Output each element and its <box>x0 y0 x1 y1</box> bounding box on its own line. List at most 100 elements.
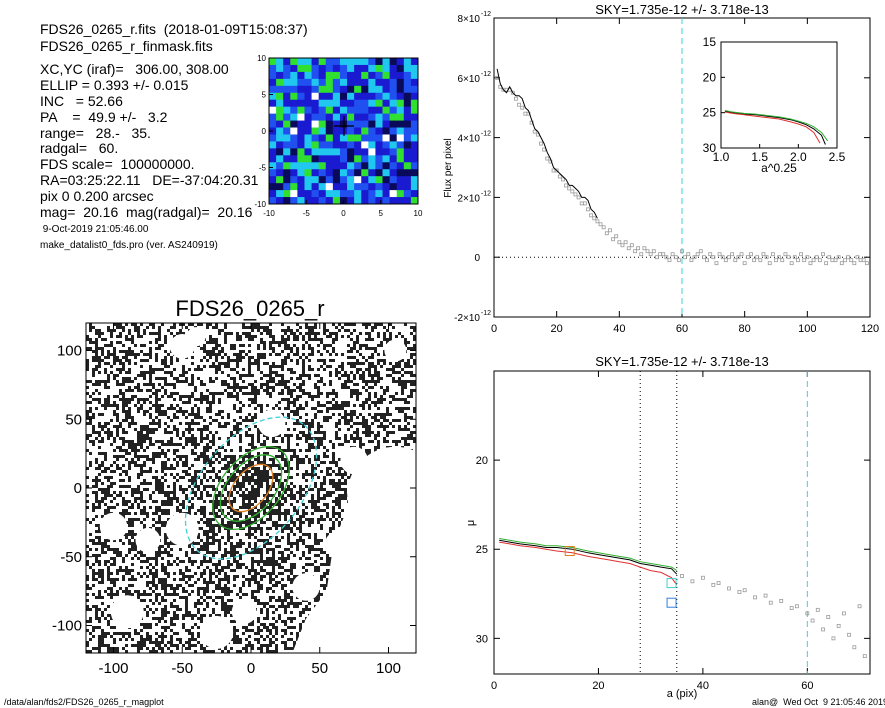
sb-xtick-label: 60 <box>801 680 813 692</box>
resid-cell <box>368 78 376 87</box>
resid-cell <box>311 190 320 198</box>
resid-cell <box>396 113 405 121</box>
resid-cell <box>304 141 312 149</box>
resid-cell <box>269 64 277 73</box>
sb-ytick-label: 30 <box>476 633 488 645</box>
resid-cell <box>375 127 383 135</box>
resid-cell <box>396 190 405 198</box>
resid-cell <box>269 148 277 156</box>
resid-cell <box>347 113 355 121</box>
info-pix: pix 0 0.200 arcsec <box>40 188 154 204</box>
resid-cell <box>361 113 369 121</box>
flux-point <box>520 105 525 110</box>
resid-cell <box>332 64 341 73</box>
resid-cell <box>361 127 369 135</box>
resid-cell <box>318 113 327 121</box>
info-inc: INC = 52.66 <box>40 93 123 109</box>
resid-cell <box>410 190 419 198</box>
resid-cell <box>297 169 305 177</box>
resid-cell <box>283 134 291 142</box>
resid-cell <box>283 71 291 80</box>
resid-cell <box>361 92 369 101</box>
resid-cell <box>276 113 284 121</box>
flux-point <box>517 102 521 107</box>
resid-cell <box>368 197 376 205</box>
resid-ytick-label: 5 <box>262 91 267 100</box>
resid-cell <box>290 120 298 128</box>
resid-cell <box>410 197 419 205</box>
resid-cell <box>290 169 298 177</box>
sb-xtick-label: 0 <box>491 680 497 692</box>
sb-ylabel: μ <box>465 520 477 526</box>
flux-point <box>830 258 835 263</box>
resid-cell <box>325 78 334 87</box>
resid-cell <box>339 169 348 177</box>
resid-cell <box>382 127 391 135</box>
resid-cell <box>318 78 327 87</box>
resid-cell <box>290 162 298 170</box>
resid-cell <box>361 155 369 163</box>
resid-cell <box>269 141 277 149</box>
resid-cell <box>382 134 391 142</box>
resid-cell <box>403 127 412 135</box>
resid-cell <box>354 134 362 142</box>
resid-cell <box>332 127 341 135</box>
isophote-ellipse-green <box>212 446 290 530</box>
resid-cell <box>297 134 305 142</box>
resid-cell <box>382 85 391 94</box>
sb-xtick-label: 20 <box>592 680 604 692</box>
flux-point <box>736 255 741 260</box>
resid-cell <box>311 99 320 108</box>
flux-point <box>698 249 703 254</box>
resid-cell <box>347 169 355 177</box>
mask-hole <box>135 527 161 553</box>
resid-cell <box>276 92 284 101</box>
resid-cell <box>283 58 291 66</box>
resid-xtick-label: 0 <box>341 209 346 218</box>
resid-cell <box>290 197 298 205</box>
flux-point <box>752 258 756 263</box>
flux-point <box>745 255 750 260</box>
resid-cell <box>347 197 355 205</box>
resid-cell <box>382 155 391 163</box>
resid-cell <box>297 141 305 149</box>
info-range: range= 28.- 35. <box>40 125 151 141</box>
resid-cell <box>354 169 362 177</box>
resid-cell <box>368 120 376 128</box>
resid-cell <box>389 120 398 128</box>
resid-cell <box>361 162 369 170</box>
resid-cell <box>304 99 312 108</box>
resid-cell <box>311 127 320 135</box>
resid-cell <box>325 190 334 198</box>
resid-cell <box>389 141 398 149</box>
resid-cell <box>290 71 298 80</box>
mask-hole <box>257 409 286 438</box>
sb-ytick-label: 25 <box>476 544 488 556</box>
mask-hole <box>165 512 199 546</box>
resid-cell <box>318 58 327 66</box>
resid-cell <box>311 113 320 121</box>
resid-cell <box>311 169 320 177</box>
flux-xtick-label: 100 <box>798 323 816 335</box>
resid-cell <box>368 64 376 73</box>
flux-point <box>749 252 753 257</box>
flux-point <box>567 186 572 191</box>
resid-cell <box>325 120 334 128</box>
sb-xlabel: a (pix) <box>667 688 698 700</box>
resid-cell <box>396 148 405 156</box>
resid-cell <box>276 169 284 177</box>
resid-cell <box>304 106 312 115</box>
flux-point <box>561 177 565 182</box>
resid-cell <box>389 106 398 115</box>
flux-point <box>843 258 847 263</box>
sb-point <box>836 623 841 628</box>
resid-cell <box>311 141 320 149</box>
resid-cell <box>339 134 348 142</box>
resid-cell <box>297 190 305 198</box>
flux-point <box>764 255 769 260</box>
resid-cell <box>290 113 298 121</box>
resid-cell <box>354 78 362 87</box>
image-xtick-label: 50 <box>311 660 328 677</box>
sb-point <box>727 586 731 591</box>
sb-point <box>852 645 857 650</box>
